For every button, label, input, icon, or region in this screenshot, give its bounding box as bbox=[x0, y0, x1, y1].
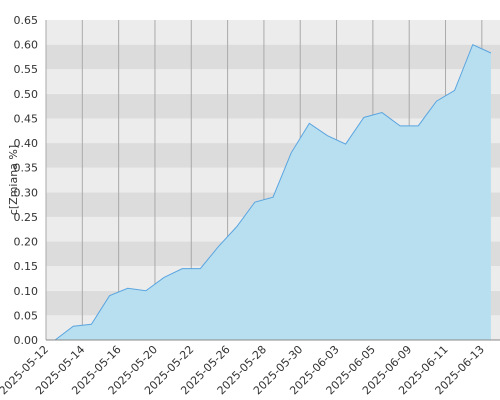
y-tick-label: 0.05 bbox=[14, 309, 39, 322]
y-tick-label: 0.00 bbox=[14, 334, 39, 347]
y-tick-label: 0.35 bbox=[14, 162, 39, 175]
y-axis-label: c[Zmiana %] bbox=[7, 145, 20, 215]
y-tick-label: 0.55 bbox=[14, 63, 39, 76]
y-tick-label: 0.40 bbox=[14, 137, 39, 150]
area-fill bbox=[55, 44, 491, 340]
background-stripe bbox=[46, 69, 500, 94]
area-line bbox=[54, 43, 492, 341]
y-tick-label: 0.15 bbox=[14, 260, 39, 273]
background-stripe bbox=[46, 93, 500, 119]
background-stripe bbox=[46, 20, 500, 45]
y-tick-label: 0.20 bbox=[14, 236, 39, 249]
y-tick-label: 0.25 bbox=[14, 211, 39, 224]
y-tick-label: 0.30 bbox=[14, 186, 39, 199]
y-tick-label: 0.50 bbox=[14, 88, 39, 101]
y-tick-label: 0.45 bbox=[14, 112, 39, 125]
y-tick-label: 0.60 bbox=[14, 39, 39, 52]
y-tick-label: 0.10 bbox=[14, 285, 39, 298]
background-stripe bbox=[46, 44, 500, 70]
y-tick-label: 0.65 bbox=[14, 14, 39, 27]
